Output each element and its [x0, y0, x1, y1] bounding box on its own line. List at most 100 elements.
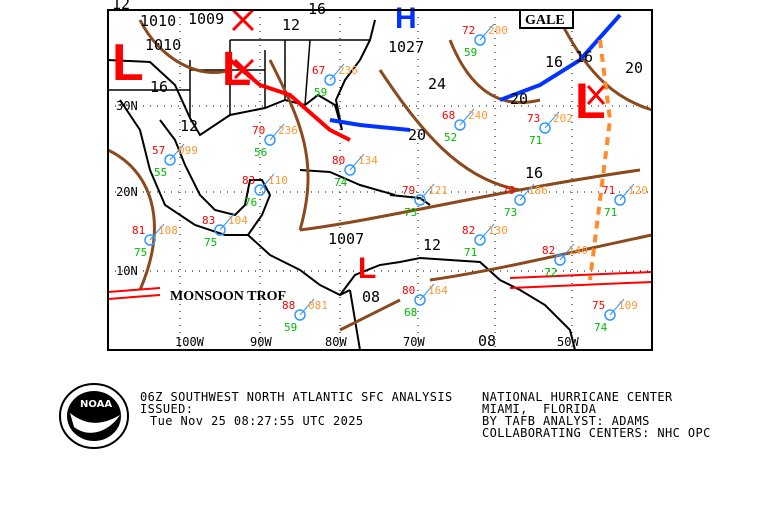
station-dewpoint: 71 [464, 246, 477, 259]
station-pressure: 110 [268, 174, 288, 187]
station-pressure: 140 [568, 244, 588, 257]
pressure-center-value: 1010 [140, 12, 176, 30]
station-circle-icon [514, 194, 526, 206]
station-dewpoint: 71 [604, 206, 617, 219]
cold-front [329, 13, 622, 132]
isobar-label: 16 [150, 78, 168, 96]
station-dewpoint: 71 [529, 134, 542, 147]
station-pressure: 108 [158, 224, 178, 237]
wind-barb-icon [169, 143, 185, 161]
station-circle-icon [474, 34, 486, 46]
station-dewpoint: 73 [504, 206, 517, 219]
station-circle-icon [414, 194, 426, 206]
analyst: BY TAFB ANALYST: ADAMS [482, 414, 650, 428]
pressure-center-value: 1007 [328, 230, 364, 248]
station-circle-icon [214, 224, 226, 236]
station-plot: 75 74 109 [592, 298, 638, 334]
station-dewpoint: 59 [464, 46, 477, 59]
station-plots: 72 59 200 73 71 202 68 52 240 67 59 236 70 56 236 57 55 0… [132, 23, 648, 334]
issued-time: Tue Nov 25 08:27:55 UTC 2025 [150, 414, 364, 428]
station-temp: 72 [462, 24, 475, 37]
station-pressure: 121 [428, 184, 448, 197]
station-circle-icon [454, 119, 466, 131]
cuba [299, 169, 396, 196]
station-dewpoint: 52 [444, 131, 457, 144]
station-temp: 83 [242, 174, 255, 187]
station-pressure: 099 [178, 144, 198, 157]
isobar-label: 12 [180, 117, 198, 135]
station-circle-icon [414, 294, 426, 306]
monsoon-trough-label: MONSOON TROF [170, 289, 286, 304]
station-plot: 68 52 240 [442, 108, 488, 144]
isobar-label: 08 [478, 332, 496, 350]
station-temp: 75 [592, 299, 605, 312]
station-temp: 83 [202, 214, 215, 227]
isobar-label: 16 [525, 164, 543, 182]
wind-barb-icon [619, 183, 635, 201]
station-dewpoint: 73 [404, 206, 417, 219]
noaa-logo: NOAA [59, 383, 129, 449]
center-location: MIAMI, FLORIDA [482, 402, 597, 416]
station-pressure: 202 [553, 112, 573, 125]
station-plot: 73 71 202 [527, 111, 573, 147]
station-pressure: 081 [308, 299, 328, 312]
station-pressure: 236 [338, 64, 358, 77]
wind-barb-icon [259, 173, 275, 191]
isobar-label: 16 [575, 48, 593, 66]
station-plot: 72 59 200 [462, 23, 508, 59]
station-plot: 79 73 121 [402, 183, 448, 219]
station-temp: 82 [462, 224, 475, 237]
isobar-label: 24 [428, 75, 446, 93]
issued-label: ISSUED: [140, 402, 194, 416]
station-temp: 73 [527, 112, 540, 125]
low-center-x-icon [231, 8, 606, 105]
station-circle-icon [144, 234, 156, 246]
station-circle-icon [614, 194, 626, 206]
station-pressure: 164 [428, 284, 448, 297]
station-temp: 79 [502, 184, 515, 197]
isobar-label: 16 [545, 53, 563, 71]
station-dewpoint: 74 [594, 321, 608, 334]
station-dewpoint: 76 [244, 196, 257, 209]
lon-label: 90W [250, 335, 272, 349]
isobar-label: 08 [362, 288, 380, 306]
station-pressure: 200 [488, 24, 508, 37]
station-plot: 82 72 140 [542, 243, 588, 279]
station-dewpoint: 59 [314, 86, 327, 99]
low-symbol: L [222, 43, 251, 96]
isobar-label: 12 [112, 0, 130, 13]
station-dewpoint: 59 [284, 321, 297, 334]
low-symbol: L [358, 252, 376, 285]
wind-barb-icon [459, 108, 475, 126]
station-dewpoint: 56 [254, 146, 267, 159]
monsoon-legend [107, 287, 161, 300]
station-circle-icon [474, 234, 486, 246]
station-pressure: 186 [528, 184, 548, 197]
isobar-label: 12 [282, 16, 300, 34]
station-dewpoint: 72 [544, 266, 557, 279]
station-pressure: 130 [488, 224, 508, 237]
station-temp: 68 [442, 109, 455, 122]
wind-barb-icon [479, 23, 495, 41]
wind-barb-icon [609, 298, 625, 316]
svg-text:NOAA: NOAA [80, 399, 112, 410]
station-plot: 82 71 130 [462, 223, 508, 259]
station-plot: 80 68 164 [402, 283, 448, 319]
station-plot: 83 76 110 [242, 173, 288, 209]
station-plot: 80 74 134 [332, 153, 378, 189]
station-plot: 71 71 120 [602, 183, 648, 219]
isobar-label: 12 [423, 236, 441, 254]
pressure-center-value: 1009 [188, 10, 224, 28]
station-temp: 81 [132, 224, 145, 237]
lon-label: 70W [403, 335, 425, 349]
station-pressure: 120 [628, 184, 648, 197]
wind-barb-icon [479, 223, 495, 241]
pressure-center-value: 1010 [145, 36, 181, 54]
map-frame [107, 9, 653, 351]
mexico-coast [119, 99, 272, 236]
surface-analysis-map: 72 59 200 73 71 202 68 52 240 67 59 236 70 56 236 57 55 0… [107, 0, 653, 351]
wind-barb-icon [519, 183, 535, 201]
center-name: NATIONAL HURRICANE CENTER [482, 390, 673, 404]
station-circle-icon [554, 254, 566, 266]
station-circle-icon [294, 309, 306, 321]
